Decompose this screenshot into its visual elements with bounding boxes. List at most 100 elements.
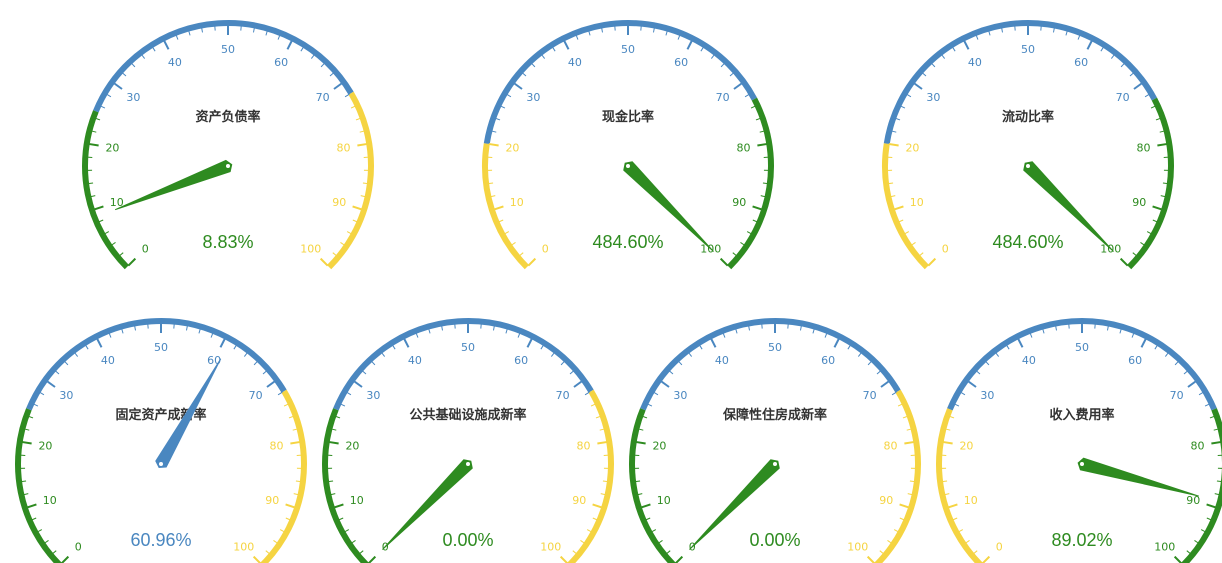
minor-tick <box>277 391 283 396</box>
major-tick <box>488 142 499 147</box>
minor-tick <box>355 117 361 121</box>
tick-label: 20 <box>345 440 359 453</box>
minor-tick <box>944 493 950 496</box>
gauge-needle <box>382 459 473 550</box>
major-tick <box>285 503 296 509</box>
tick-label: 80 <box>270 440 284 453</box>
gauge-band <box>873 389 921 563</box>
minor-tick <box>340 242 345 246</box>
minor-tick <box>1155 117 1161 121</box>
minor-tick <box>762 182 768 185</box>
minor-tick <box>1198 391 1204 396</box>
gauge-band <box>726 97 774 270</box>
minor-tick <box>121 328 124 334</box>
major-tick <box>353 380 363 388</box>
minor-tick <box>511 242 516 246</box>
tick-label: 60 <box>674 56 688 69</box>
minor-tick <box>973 550 978 555</box>
minor-tick <box>88 182 94 185</box>
minor-tick <box>329 72 335 77</box>
major-tick <box>403 337 410 348</box>
minor-tick <box>550 352 555 357</box>
needle-pivot <box>773 462 777 466</box>
minor-tick <box>111 242 116 246</box>
minor-tick <box>346 391 352 396</box>
minor-tick <box>909 480 915 483</box>
major-tick <box>1119 257 1129 267</box>
minor-tick <box>504 231 510 235</box>
minor-tick <box>911 242 916 246</box>
major-tick <box>1173 555 1183 563</box>
gauge-title: 收入费用率 <box>1049 407 1114 423</box>
gauge-band <box>882 143 930 270</box>
minor-tick <box>895 117 901 121</box>
minor-tick <box>988 30 991 36</box>
major-tick <box>1157 142 1168 147</box>
minor-tick <box>39 391 45 396</box>
gauge-needle <box>155 358 222 469</box>
minor-tick <box>945 428 951 431</box>
minor-tick <box>100 105 106 109</box>
tick-label: 70 <box>556 389 570 402</box>
minor-tick <box>328 480 334 483</box>
minor-tick <box>1152 219 1158 223</box>
tick-label: 30 <box>366 389 380 402</box>
gauge-value: 0.00% <box>442 530 493 550</box>
gauge-band <box>936 408 984 563</box>
major-tick <box>592 503 603 509</box>
tick-label: 20 <box>505 142 519 155</box>
minor-tick <box>899 517 905 521</box>
minor-tick <box>688 352 693 357</box>
minor-tick <box>876 370 882 375</box>
minor-tick <box>1042 328 1045 334</box>
minor-tick <box>665 30 668 36</box>
tick-label: 50 <box>768 341 782 354</box>
major-tick <box>357 142 368 147</box>
minor-tick <box>677 34 681 40</box>
tick-label: 60 <box>514 354 528 367</box>
minor-tick <box>340 403 346 407</box>
gauge-band <box>326 91 374 270</box>
minor-tick <box>292 428 298 431</box>
minor-tick <box>949 415 955 419</box>
tick-label: 40 <box>968 56 982 69</box>
tick-label: 90 <box>572 494 586 507</box>
tick-label: 90 <box>265 494 279 507</box>
tick-label: 30 <box>59 389 73 402</box>
minor-tick <box>31 517 37 521</box>
gauge-band <box>482 143 530 270</box>
minor-tick <box>492 325 495 331</box>
major-tick <box>640 503 651 509</box>
minor-tick <box>352 219 358 223</box>
major-tick <box>527 257 537 267</box>
minor-tick <box>891 130 897 133</box>
minor-tick <box>600 493 606 496</box>
minor-tick <box>584 391 590 396</box>
minor-tick <box>1174 360 1179 366</box>
minor-tick <box>1194 540 1199 544</box>
minor-tick <box>902 415 908 419</box>
tick-label: 60 <box>821 354 835 367</box>
minor-tick <box>560 360 565 366</box>
major-tick <box>493 205 504 211</box>
minor-tick <box>668 370 674 375</box>
minor-tick <box>965 540 970 544</box>
minor-tick <box>1106 325 1109 331</box>
tick-label: 0 <box>996 541 1003 554</box>
minor-tick <box>729 72 735 77</box>
tick-label: 20 <box>105 142 119 155</box>
tick-label: 10 <box>964 494 978 507</box>
tick-label: 20 <box>38 440 52 453</box>
minor-tick <box>188 30 191 36</box>
major-tick <box>733 82 743 90</box>
minor-tick <box>506 93 512 98</box>
major-tick <box>981 555 991 563</box>
gauge-band <box>93 20 354 113</box>
needle-pivot <box>226 164 230 168</box>
minor-tick <box>201 27 204 33</box>
minor-tick <box>279 529 285 533</box>
tick-label: 90 <box>732 196 746 209</box>
minor-tick <box>1162 182 1168 185</box>
minor-tick <box>346 231 352 235</box>
minor-tick <box>1055 325 1058 331</box>
